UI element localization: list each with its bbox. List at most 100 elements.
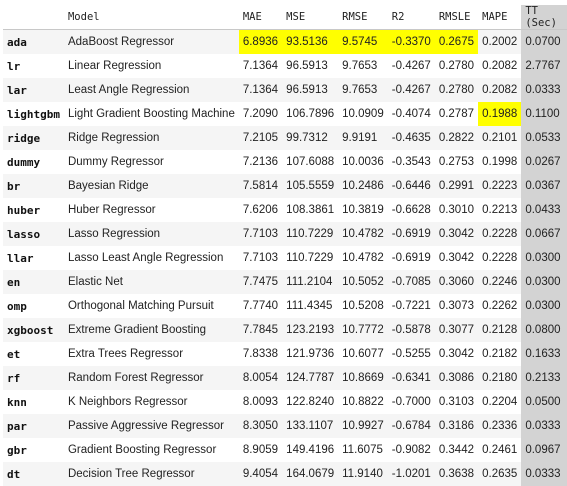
cell-mae: 7.7845 <box>238 318 283 342</box>
row-index-label: rf <box>3 366 64 390</box>
row-index-label: lar <box>3 78 64 102</box>
cell-r2: -0.3370 <box>387 29 435 54</box>
cell-mae: 8.0093 <box>238 390 283 414</box>
cell-rmse: 9.7653 <box>338 54 388 78</box>
cell-r2: -0.6919 <box>387 246 435 270</box>
cell-tt-sec: 0.0500 <box>521 390 567 414</box>
row-index-label: ridge <box>3 126 64 150</box>
cell-model: AdaBoost Regressor <box>63 29 239 54</box>
row-index-label: lasso <box>3 222 64 246</box>
row-index-label: par <box>3 414 64 438</box>
row-index-label: en <box>3 270 64 294</box>
cell-rmsle: 0.3077 <box>434 318 479 342</box>
table-row: omp Orthogonal Matching Pursuit 7.7740 111.… <box>3 294 567 318</box>
cell-tt-sec: 0.0800 <box>521 318 567 342</box>
cell-rmsle: 0.2753 <box>434 150 479 174</box>
cell-mape: 0.1998 <box>478 150 522 174</box>
cell-mae: 7.1364 <box>238 54 283 78</box>
cell-mse: 106.7896 <box>282 102 339 126</box>
cell-rmsle: 0.3638 <box>434 462 479 486</box>
cell-mse: 105.5559 <box>282 174 339 198</box>
cell-rmsle: 0.3042 <box>434 222 479 246</box>
table-row: gbr Gradient Boosting Regressor 8.9059 149.… <box>3 438 567 462</box>
cell-mae: 7.7103 <box>238 222 283 246</box>
table-row: dt Decision Tree Regressor 9.4054 164.0679 1… <box>3 462 567 486</box>
cell-r2: -0.3543 <box>387 150 435 174</box>
cell-model: K Neighbors Regressor <box>63 390 239 414</box>
cell-model: Passive Aggressive Regressor <box>63 414 239 438</box>
cell-rmsle: 0.3060 <box>434 270 479 294</box>
cell-model: Lasso Least Angle Regression <box>63 246 239 270</box>
cell-mae: 7.2136 <box>238 150 283 174</box>
cell-mae: 7.7103 <box>238 246 283 270</box>
cell-mape: 0.2101 <box>478 126 522 150</box>
cell-mae: 7.7740 <box>238 294 283 318</box>
column-header-rmsle: RMSLE <box>434 5 479 30</box>
cell-mape: 0.2228 <box>478 222 522 246</box>
cell-tt-sec: 0.0367 <box>521 174 567 198</box>
cell-mape: 0.2223 <box>478 174 522 198</box>
table-row: ada AdaBoost Regressor 6.8936 93.5136 9.5745… <box>3 29 567 54</box>
cell-tt-sec: 0.0333 <box>521 78 567 102</box>
cell-mape: 0.2180 <box>478 366 522 390</box>
table-row: lasso Lasso Regression 7.7103 110.7229 10.47… <box>3 222 567 246</box>
cell-mape: 0.2002 <box>478 29 522 54</box>
table-row: lightgbm Light Gradient Boosting Machine 7… <box>3 102 567 126</box>
cell-r2: -0.4267 <box>387 54 435 78</box>
cell-rmse: 10.0909 <box>338 102 388 126</box>
cell-r2: -0.7085 <box>387 270 435 294</box>
cell-rmse: 10.8822 <box>338 390 388 414</box>
cell-rmse: 11.6075 <box>338 438 388 462</box>
row-index-label: br <box>3 174 64 198</box>
cell-r2: -0.6919 <box>387 222 435 246</box>
cell-mae: 8.3050 <box>238 414 283 438</box>
cell-mape: 0.2182 <box>478 342 522 366</box>
cell-r2: -0.9082 <box>387 438 435 462</box>
cell-mse: 111.4345 <box>282 294 339 318</box>
cell-tt-sec: 0.1633 <box>521 342 567 366</box>
cell-tt-sec: 0.0333 <box>521 414 567 438</box>
cell-rmsle: 0.2780 <box>434 78 479 102</box>
cell-model: Least Angle Regression <box>63 78 239 102</box>
row-index-label: lightgbm <box>3 102 64 126</box>
cell-r2: -0.6628 <box>387 198 435 222</box>
cell-mae: 7.5814 <box>238 174 283 198</box>
cell-model: Huber Regressor <box>63 198 239 222</box>
table-row: et Extra Trees Regressor 7.8338 121.9736 10.… <box>3 342 567 366</box>
row-index-label: dummy <box>3 150 64 174</box>
cell-tt-sec: 0.0533 <box>521 126 567 150</box>
cell-rmsle: 0.3073 <box>434 294 479 318</box>
cell-mse: 108.3861 <box>282 198 339 222</box>
cell-mae: 8.9059 <box>238 438 283 462</box>
table-row: knn K Neighbors Regressor 8.0093 122.8240 10… <box>3 390 567 414</box>
cell-rmse: 9.5745 <box>338 29 388 54</box>
cell-mape: 0.2461 <box>478 438 522 462</box>
table-row: rf Random Forest Regressor 8.0054 124.7787 1… <box>3 366 567 390</box>
cell-tt-sec: 0.0433 <box>521 198 567 222</box>
row-index-label: lr <box>3 54 64 78</box>
cell-r2: -0.6341 <box>387 366 435 390</box>
cell-tt-sec: 0.0333 <box>521 462 567 486</box>
table-row: llar Lasso Least Angle Regression 7.7103 11… <box>3 246 567 270</box>
table-header-row: Model MAE MSE RMSE R2 RMSLE MAPE TT (Sec… <box>3 5 567 30</box>
cell-rmsle: 0.3186 <box>434 414 479 438</box>
cell-tt-sec: 0.0967 <box>521 438 567 462</box>
cell-rmsle: 0.2675 <box>434 29 479 54</box>
cell-mae: 7.8338 <box>238 342 283 366</box>
cell-mape: 0.2246 <box>478 270 522 294</box>
table-row: dummy Dummy Regressor 7.2136 107.6088 10.003… <box>3 150 567 174</box>
cell-mse: 164.0679 <box>282 462 339 486</box>
row-index-label: dt <box>3 462 64 486</box>
cell-model: Decision Tree Regressor <box>63 462 239 486</box>
column-header-model: Model <box>63 5 239 30</box>
cell-mse: 99.7312 <box>282 126 339 150</box>
cell-mae: 7.6206 <box>238 198 283 222</box>
cell-mse: 133.1107 <box>282 414 339 438</box>
cell-r2: -0.5255 <box>387 342 435 366</box>
cell-mse: 121.9736 <box>282 342 339 366</box>
column-header-r2: R2 <box>387 5 435 30</box>
cell-r2: -0.4267 <box>387 78 435 102</box>
cell-mae: 7.2105 <box>238 126 283 150</box>
row-index-label: et <box>3 342 64 366</box>
